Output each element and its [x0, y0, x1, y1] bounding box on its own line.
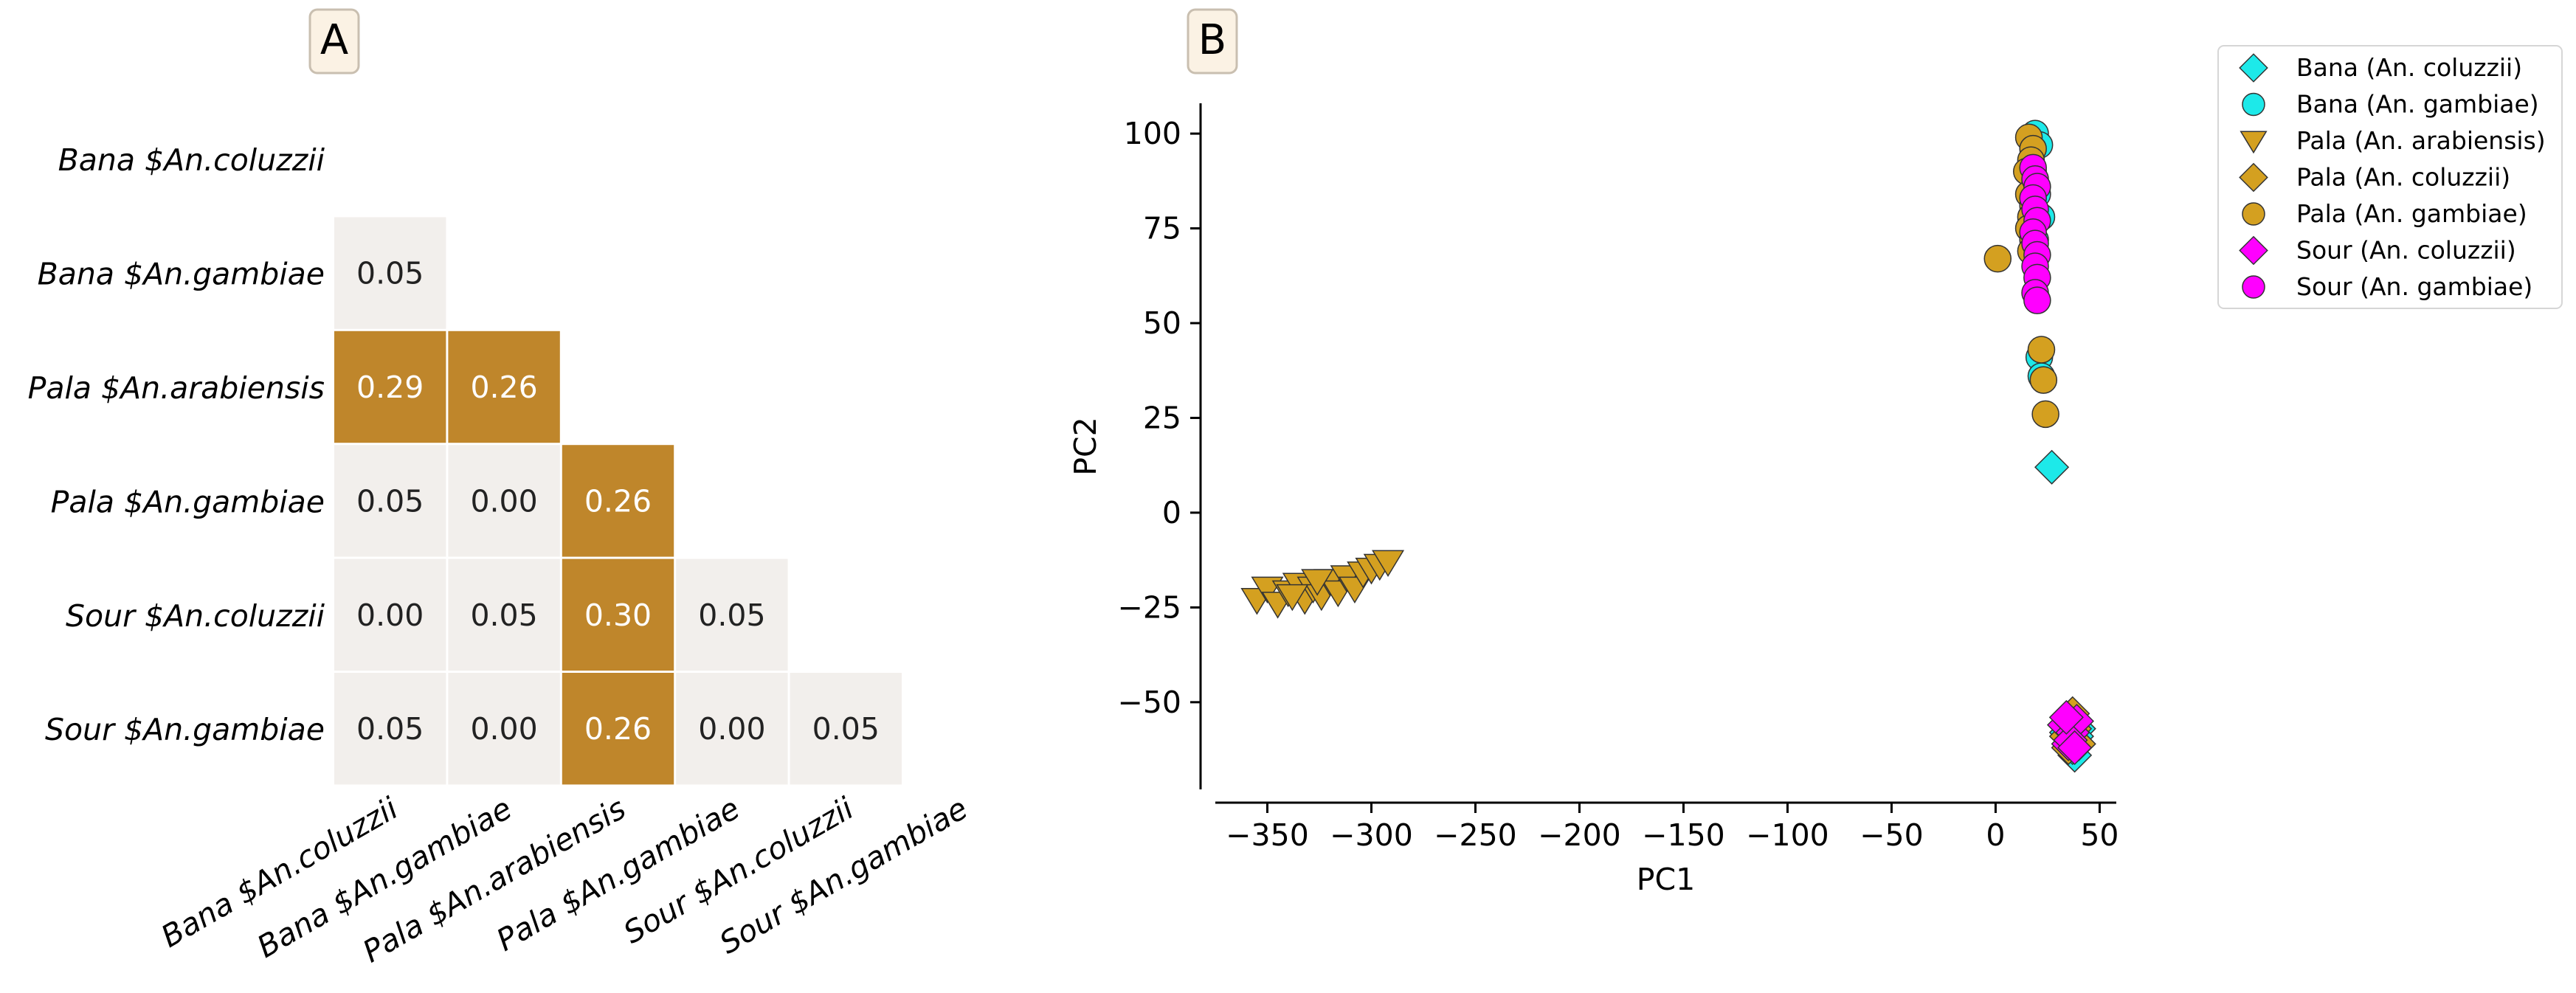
- heatmap-cell-value: 0.00: [470, 711, 537, 747]
- legend-entry-label: Sour (An. gambiae): [2296, 272, 2532, 301]
- scatter-point: [2048, 699, 2084, 735]
- panel-b-tag: B: [1187, 8, 1238, 75]
- heatmap-row-label: Sour $An.coluzzii: [66, 598, 325, 634]
- legend-marker: [2240, 131, 2268, 154]
- scatter-point: [1276, 584, 1309, 612]
- heatmap-row-label: Pala $An.gambiae: [51, 484, 325, 519]
- panel-a-tag-box: [308, 8, 360, 75]
- heatmap-cell-value: 0.05: [698, 598, 765, 633]
- y-tick-label: −25: [1117, 589, 1181, 625]
- scatter-point: [2027, 336, 2056, 364]
- scatter-point: [2034, 449, 2070, 485]
- x-tick-label: −300: [1330, 817, 1413, 853]
- legend-entry-label: Bana (An. gambiae): [2296, 90, 2539, 119]
- y-tick-label: −50: [1117, 685, 1181, 720]
- legend-entry-label: Bana (An. coluzzii): [2296, 53, 2522, 82]
- heatmap-cell-value: 0.05: [356, 711, 424, 747]
- pca-scatter: −350 −300 −250 −200 −150 −100 −50 0 50−50−250255…: [1068, 103, 2119, 897]
- heatmap-row-label: Sour $An.gambiae: [45, 712, 325, 747]
- y-axis-title: PC2: [1068, 417, 1103, 475]
- x-tick-label: −350: [1226, 817, 1309, 853]
- scatter-legend: Bana (An. coluzzii) Bana (An. gambiae) Pal…: [2217, 45, 2563, 309]
- heatmap-row-label: Bana $An.coluzzii: [58, 142, 325, 178]
- heatmap-cell: [448, 331, 560, 443]
- x-tick-label: −200: [1538, 817, 1621, 853]
- legend-marker: [2242, 202, 2265, 226]
- heatmap-cell: [448, 445, 560, 557]
- scatter-point: [2057, 730, 2093, 766]
- x-tick-label: −100: [1746, 817, 1829, 853]
- heatmap-cell-value: 0.05: [356, 256, 424, 291]
- heatmap-cell: [790, 673, 902, 785]
- scatter-point: [2023, 286, 2051, 314]
- legend-marker: [2239, 53, 2268, 83]
- heatmap-cell: [676, 673, 788, 785]
- x-axis-title: PC1: [1637, 862, 1695, 897]
- heatmap-cell-value: 0.00: [470, 483, 537, 519]
- panel-a-label: A: [320, 16, 348, 64]
- legend-frame: [2217, 45, 2563, 309]
- legend-entry-label: Pala (An. gambiae): [2296, 199, 2527, 228]
- scatter-point: [2031, 400, 2059, 429]
- panel-b-label: B: [1198, 16, 1226, 64]
- heatmap-cell: [562, 445, 674, 557]
- y-tick-label: 25: [1143, 400, 1181, 435]
- legend-marker: [2242, 275, 2265, 299]
- heatmap-cell: [334, 445, 446, 557]
- fst-heatmap: Bana $An.coluzzii Bana $An.gambiae Pala $A…: [28, 142, 974, 969]
- heatmap-cell: [562, 558, 674, 671]
- heatmap-cell-value: 0.30: [584, 598, 652, 633]
- x-tick-label: −50: [1860, 817, 1924, 853]
- scatter-point: [1301, 569, 1334, 596]
- heatmap-cell-value: 0.05: [356, 483, 424, 519]
- legend-entry-label: Pala (An. coluzzii): [2296, 163, 2510, 192]
- legend-entry-label: Pala (An. arabiensis): [2296, 126, 2546, 155]
- scatter-point: [1372, 550, 1405, 578]
- x-tick-label: −250: [1434, 817, 1517, 853]
- legend-entry-label: Sour (An. coluzzii): [2296, 236, 2516, 265]
- heatmap-row-label: Pala $An.arabiensis: [28, 370, 325, 406]
- heatmap-cell: [334, 331, 446, 443]
- heatmap-cell: [334, 558, 446, 671]
- scatter-point: [2029, 366, 2058, 394]
- heatmap-cell: [334, 217, 446, 329]
- heatmap-cell: [334, 673, 446, 785]
- heatmap-cell-value: 0.29: [356, 370, 424, 405]
- heatmap-row-label: Bana $An.gambiae: [38, 257, 325, 292]
- heatmap-cell-value: 0.05: [812, 711, 880, 747]
- legend-marker: [2239, 162, 2268, 193]
- panel-a-tag: A: [308, 8, 360, 75]
- legend-marker: [2242, 92, 2265, 117]
- x-tick-label: −150: [1642, 817, 1725, 853]
- heatmap-cell: [562, 673, 674, 785]
- heatmap-cell: [676, 558, 788, 671]
- heatmap-cell: [448, 558, 560, 671]
- y-tick-label: 0: [1162, 495, 1181, 530]
- heatmap-cell: [448, 673, 560, 785]
- y-tick-label: 75: [1143, 211, 1181, 246]
- heatmap-cell-value: 0.00: [356, 598, 424, 633]
- legend-marker: [2239, 235, 2268, 266]
- heatmap-cell-value: 0.26: [584, 483, 652, 519]
- heatmap-cell-value: 0.26: [584, 711, 652, 747]
- heatmap-cell-value: 0.26: [470, 370, 537, 405]
- y-tick-label: 100: [1124, 116, 1181, 151]
- y-tick-label: 50: [1143, 305, 1181, 341]
- heatmap-cell-value: 0.00: [698, 711, 765, 747]
- x-tick-label: 50: [2080, 817, 2119, 853]
- panel-b-tag-box: [1187, 8, 1238, 75]
- scatter-point: [1983, 244, 2012, 273]
- heatmap-cell-value: 0.05: [470, 598, 537, 633]
- x-tick-label: 0: [1986, 817, 2005, 853]
